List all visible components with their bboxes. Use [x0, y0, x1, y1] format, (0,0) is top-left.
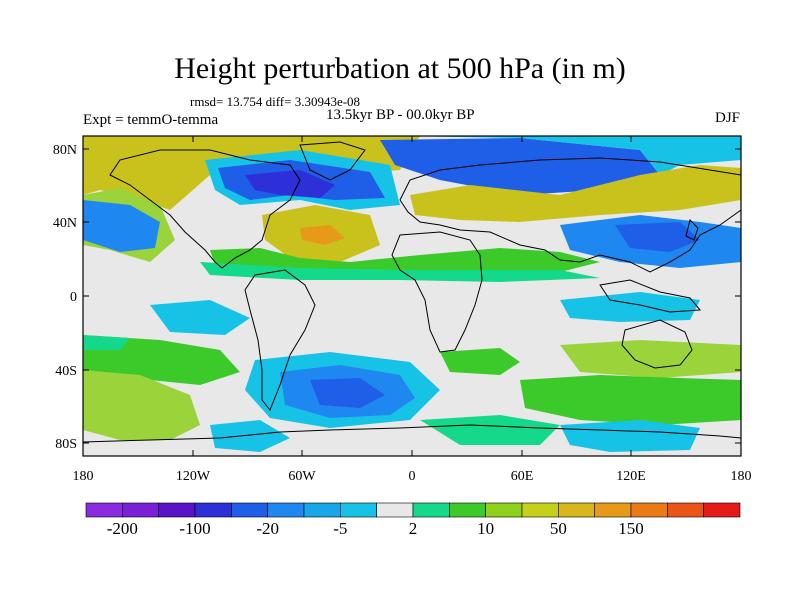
contour-darkblue-nam: [245, 170, 335, 198]
colorbar-swatch: [340, 502, 377, 518]
lat-tick-label: 80S: [55, 437, 77, 452]
contour-teal-sh1: [83, 335, 130, 350]
colorbar-swatch: [267, 502, 305, 518]
colorbar-swatch: [449, 502, 486, 518]
period-text: 13.5kyr BP - 00.0kyr BP: [326, 107, 475, 123]
colorbar-swatch: [376, 502, 414, 518]
colorbar-label: -200: [107, 519, 138, 538]
season-label: DJF: [714, 110, 740, 126]
coast-southeast-asia: [599, 279, 702, 313]
lon-tick-label: 60E: [511, 469, 534, 484]
colorbar-swatch: [85, 502, 123, 518]
rmsd-text: rmsd= 13.754 diff= 3.30943e-08: [190, 94, 361, 109]
colorbar: [85, 502, 741, 518]
colorbar-swatch: [122, 502, 159, 518]
lon-tick-label: 180: [73, 469, 94, 484]
colorbar-label: 50: [550, 519, 567, 538]
colorbar-label: 150: [618, 519, 644, 538]
contour-orange-atlantic: [300, 225, 345, 245]
coast-australia: [621, 319, 693, 369]
lat-tick-label: 0: [70, 290, 77, 305]
coastlines: [83, 141, 741, 443]
contour-blue-arctic: [380, 138, 660, 195]
colorbar-swatch: [194, 502, 232, 518]
lat-tick-label: 80N: [53, 143, 77, 158]
colorbar-label: 10: [477, 519, 494, 538]
lon-tick-label: 180: [731, 469, 752, 484]
contour-lightblue-arctic: [400, 136, 741, 175]
colorbar-labels: -200 -100 -20 -5 2 10 50 150: [107, 519, 644, 538]
colorbar-swatch: [594, 502, 632, 518]
contour-teal-sh4: [420, 415, 560, 445]
contour-blue-west: [83, 200, 160, 252]
contour-green-sh2: [440, 348, 520, 375]
coast-antarctica: [83, 424, 741, 443]
colorbar-swatch: [630, 502, 668, 518]
contour-green-sh3: [520, 375, 741, 425]
colorbar-label: -5: [333, 519, 347, 538]
contour-darkblue-sh3: [310, 378, 385, 408]
colorbar-label: 2: [409, 519, 418, 538]
coast-japan: [685, 219, 699, 241]
contour-lightblue-sh1: [150, 300, 250, 335]
lat-tick-label: 40N: [53, 216, 77, 231]
longitude-axis: 180 120W 60W 0 60E 120E 180: [73, 136, 752, 484]
contour-lightblue-sh4: [560, 420, 700, 452]
colorbar-swatch: [485, 502, 523, 518]
coast-south-america: [244, 269, 316, 411]
contour-field: [83, 136, 741, 456]
colorbar-swatch: [412, 502, 450, 518]
contour-yellow-north: [83, 136, 420, 210]
coast-eurasia: [399, 157, 741, 273]
contour-lightblue-sh5: [210, 420, 290, 452]
colorbar-swatch: [303, 502, 341, 518]
coast-north-america: [109, 149, 301, 269]
contour-yellow-eurasia: [410, 165, 741, 222]
lat-tick-label: 40S: [55, 364, 77, 379]
contour-lightblue-sh2: [560, 292, 700, 322]
colorbar-swatch: [521, 502, 559, 518]
colorbar-swatch: [558, 502, 595, 518]
page-title: Height perturbation at 500 hPa (in m): [174, 52, 626, 85]
colorbar-swatch: [667, 502, 704, 518]
colorbar-label: -100: [179, 519, 210, 538]
colorbar-swatch: [231, 502, 268, 518]
contour-lightgreen-sh2: [560, 340, 741, 378]
contour-lightgreen-sh1: [83, 370, 200, 440]
coast-greenland: [299, 141, 366, 181]
lon-tick-label: 0: [409, 469, 416, 484]
lon-tick-label: 120E: [616, 469, 646, 484]
lon-tick-label: 60W: [288, 469, 316, 484]
colorbar-swatch: [158, 502, 196, 518]
contour-darkblue-asia: [615, 222, 700, 252]
contour-teal-tropics: [200, 262, 600, 282]
colorbar-swatch: [703, 502, 741, 518]
latitude-axis: 80N 40N 0 40S 80S: [53, 143, 741, 452]
contour-green-sh1: [83, 335, 240, 385]
lon-tick-label: 120W: [176, 469, 211, 484]
colorbar-label: -20: [256, 519, 279, 538]
coast-africa: [391, 231, 483, 353]
experiment-text: Expt = temmO-temma: [83, 112, 219, 128]
